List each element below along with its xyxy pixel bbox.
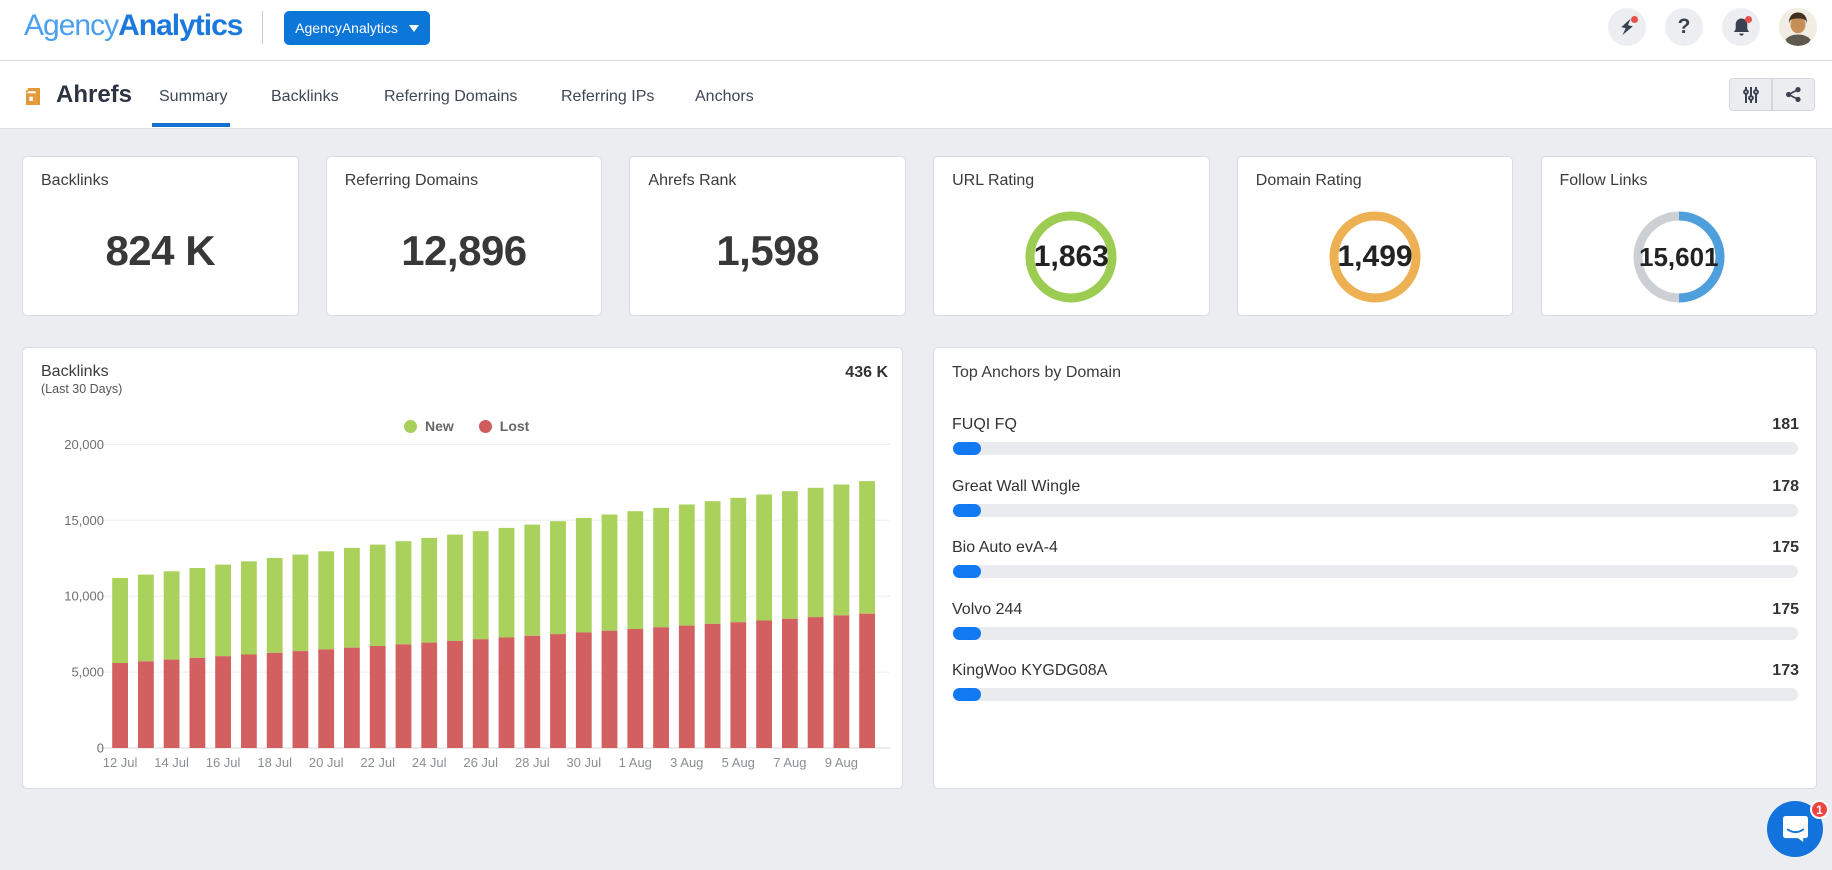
svg-text:30 Jul: 30 Jul [566, 755, 601, 770]
svg-text:5,000: 5,000 [71, 665, 104, 680]
svg-text:12 Jul: 12 Jul [103, 755, 138, 770]
svg-text:20,000: 20,000 [64, 437, 104, 452]
svg-text:28 Jul: 28 Jul [515, 755, 550, 770]
svg-text:22 Jul: 22 Jul [360, 755, 395, 770]
svg-text:26 Jul: 26 Jul [463, 755, 498, 770]
svg-text:0: 0 [97, 741, 104, 756]
svg-text:3 Aug: 3 Aug [670, 755, 703, 770]
svg-text:20 Jul: 20 Jul [309, 755, 344, 770]
svg-text:5 Aug: 5 Aug [722, 755, 755, 770]
svg-text:1 Aug: 1 Aug [619, 755, 652, 770]
svg-text:18 Jul: 18 Jul [257, 755, 292, 770]
svg-text:14 Jul: 14 Jul [154, 755, 189, 770]
svg-text:16 Jul: 16 Jul [206, 755, 241, 770]
svg-text:9 Aug: 9 Aug [825, 755, 858, 770]
svg-text:7 Aug: 7 Aug [773, 755, 806, 770]
svg-text:24 Jul: 24 Jul [412, 755, 447, 770]
svg-text:15,000: 15,000 [64, 513, 104, 528]
svg-text:10,000: 10,000 [64, 589, 104, 604]
